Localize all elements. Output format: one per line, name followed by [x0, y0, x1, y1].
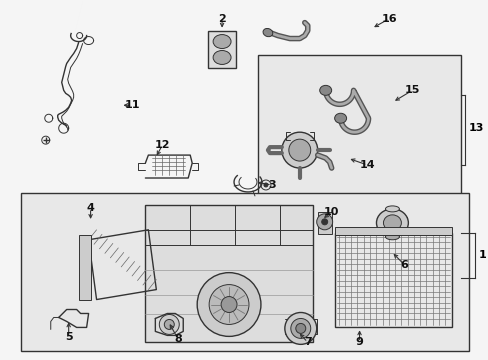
Bar: [258, 55, 460, 195]
Ellipse shape: [321, 219, 327, 225]
Ellipse shape: [319, 85, 331, 95]
Text: 2: 2: [218, 14, 225, 24]
Ellipse shape: [263, 28, 272, 37]
Ellipse shape: [221, 297, 237, 312]
Ellipse shape: [334, 113, 346, 123]
Ellipse shape: [281, 132, 317, 168]
Ellipse shape: [209, 285, 248, 324]
Text: 16: 16: [381, 14, 396, 24]
Text: 7: 7: [303, 337, 311, 347]
Text: 15: 15: [404, 85, 419, 95]
Bar: [21, 193, 468, 351]
Bar: [317, 212, 331, 234]
Bar: [334, 233, 451, 328]
Ellipse shape: [376, 209, 407, 237]
Text: 11: 11: [124, 100, 140, 110]
Text: 14: 14: [359, 160, 375, 170]
Ellipse shape: [197, 273, 261, 336]
Text: 12: 12: [154, 140, 170, 150]
Text: 10: 10: [324, 207, 339, 217]
Bar: [79, 235, 90, 300]
Ellipse shape: [264, 183, 267, 187]
Text: 1: 1: [478, 250, 486, 260]
Text: 3: 3: [267, 180, 275, 190]
Text: 4: 4: [86, 203, 94, 213]
Ellipse shape: [213, 35, 230, 49]
Text: 6: 6: [400, 260, 407, 270]
Text: 13: 13: [468, 123, 484, 133]
Ellipse shape: [164, 319, 174, 329]
Text: 9: 9: [355, 337, 363, 347]
Ellipse shape: [316, 214, 332, 230]
Ellipse shape: [285, 312, 316, 345]
Text: 5: 5: [65, 332, 72, 342]
Ellipse shape: [385, 206, 399, 212]
Bar: [208, 31, 236, 68]
Bar: [334, 227, 451, 235]
Ellipse shape: [383, 215, 401, 231]
Ellipse shape: [385, 234, 399, 240]
Bar: [145, 205, 312, 342]
Text: 8: 8: [174, 334, 182, 345]
Ellipse shape: [288, 139, 310, 161]
Ellipse shape: [159, 315, 179, 334]
Ellipse shape: [290, 319, 310, 338]
Ellipse shape: [295, 323, 305, 333]
Ellipse shape: [213, 50, 230, 64]
